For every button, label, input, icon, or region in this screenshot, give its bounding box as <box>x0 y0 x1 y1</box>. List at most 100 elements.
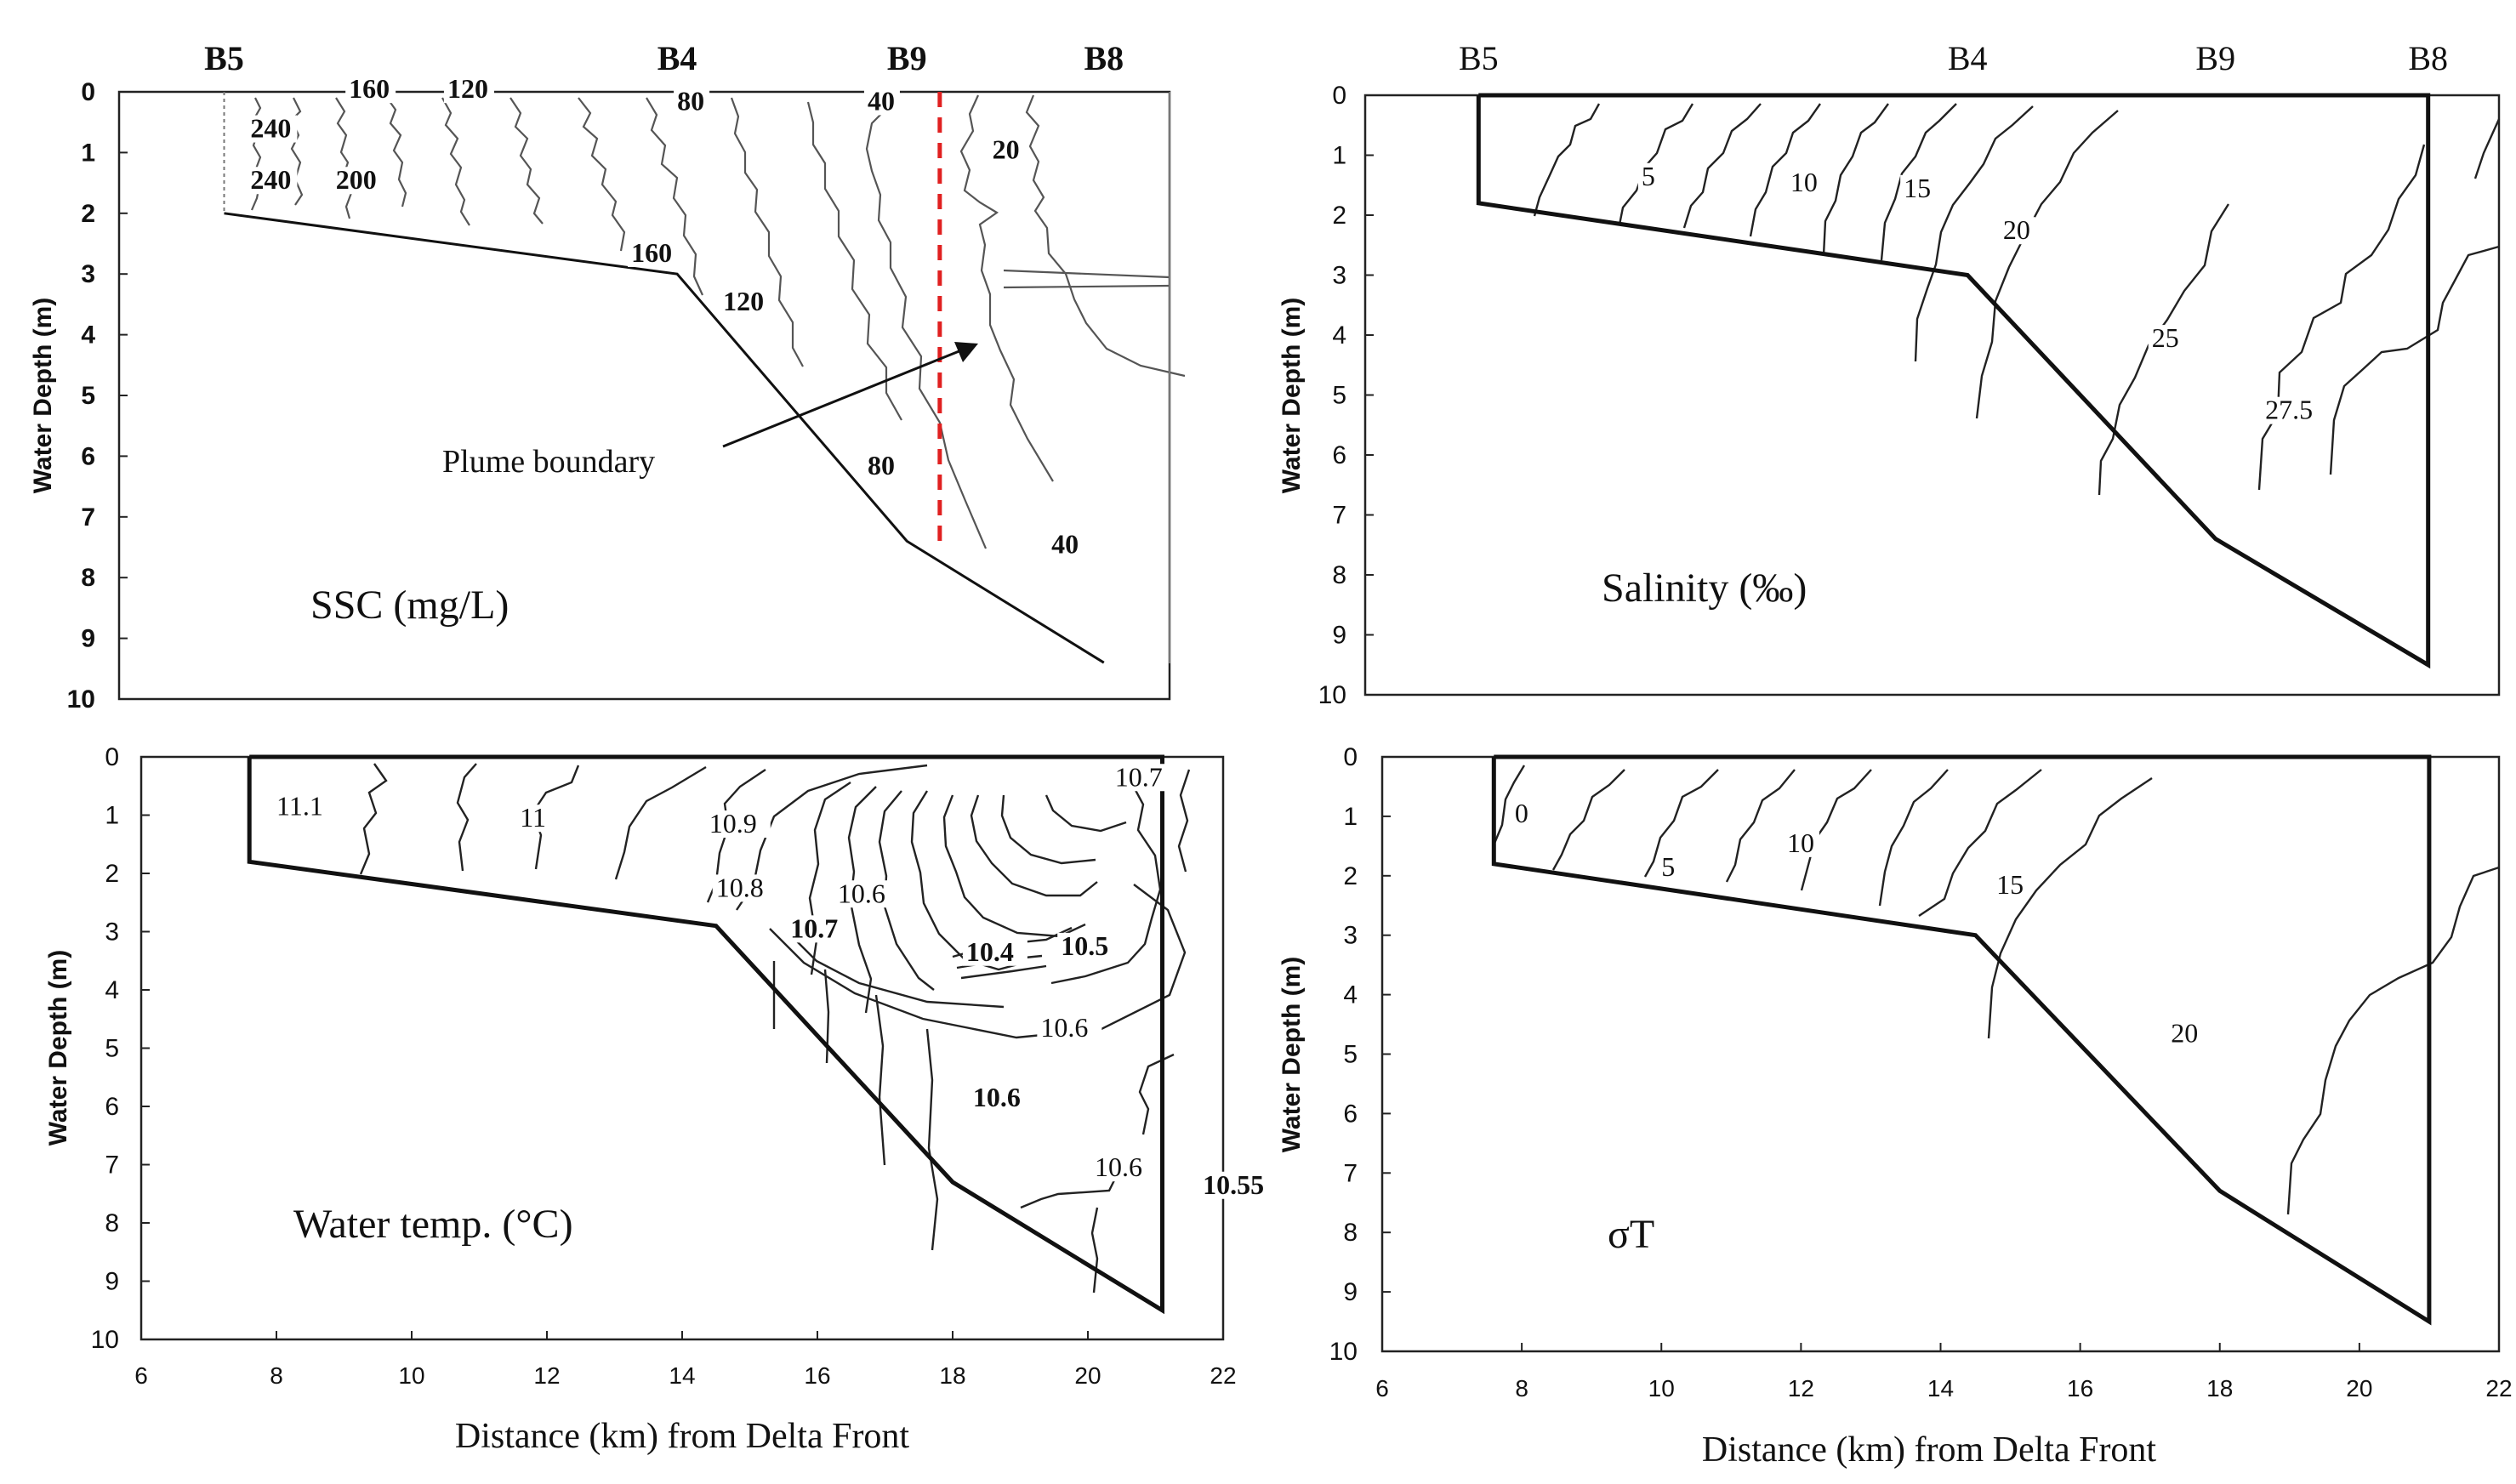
temp-plot-frame <box>139 755 1225 1341</box>
ssc-station-labels: B5 B4 B9 B8 <box>204 39 1124 77</box>
ssc-contour-line <box>730 97 804 367</box>
contour-label-bg <box>863 452 900 480</box>
contour-label-bg <box>332 167 383 195</box>
salinity-contour-line <box>1975 110 2119 419</box>
y-tick-label: 8 <box>105 1209 119 1237</box>
salinity-contour-line <box>2257 144 2426 491</box>
y-tick-label: 3 <box>1343 922 1358 950</box>
temp-contour-line <box>874 994 886 1166</box>
ssc-contour-line <box>959 94 1054 482</box>
x-tick-label: 10 <box>398 1362 424 1389</box>
contour-label: 0 <box>1515 798 1528 828</box>
y-tick-label: 6 <box>81 442 95 470</box>
temp-contour-line <box>1045 794 1127 833</box>
y-tick-label: 0 <box>1343 743 1358 771</box>
salinity-contours <box>1533 103 2501 496</box>
sigma-contour-line <box>1643 769 1719 878</box>
x-tick-label: 12 <box>533 1362 560 1389</box>
contour-label-bg <box>720 288 771 316</box>
sigma-contour-line <box>1987 777 2153 1039</box>
contour-label: 40 <box>868 85 895 116</box>
contour-label-bg <box>247 167 298 195</box>
station-label-b9: B9 <box>887 39 927 77</box>
y-tick-label: 7 <box>81 503 95 532</box>
contour-label: 10.6 <box>1095 1151 1142 1182</box>
ssc-contour-line <box>290 97 304 206</box>
contour-label: 200 <box>336 164 377 195</box>
contour-label: 11.1 <box>276 791 323 822</box>
contour-label-bg <box>273 793 338 821</box>
salinity-contour-line <box>1618 103 1694 225</box>
ssc-y-ticks: 0 1 2 3 4 5 6 7 8 9 10 <box>67 78 128 714</box>
contour-label: 20 <box>2171 1018 2198 1049</box>
salinity-contour-line <box>1533 103 1601 217</box>
contour-label-bg <box>2262 396 2327 424</box>
contour-label-bg <box>345 76 396 104</box>
contour-label: 80 <box>868 450 895 480</box>
temp-y-ticks: 0 1 2 3 4 5 6 7 8 9 10 <box>91 743 150 1354</box>
y-tick-label: 6 <box>1343 1100 1358 1128</box>
contour-label: 80 <box>677 85 704 116</box>
y-tick-label: 5 <box>105 1035 119 1063</box>
sigma-contour-line <box>1800 769 1872 891</box>
ssc-bottom-profile <box>224 212 1105 664</box>
contour-label-bg <box>1786 168 1823 196</box>
contour-label: 10.55 <box>1203 1169 1264 1200</box>
contour-label: 160 <box>349 73 390 104</box>
sigma-contour-line <box>1878 769 1949 907</box>
y-tick-label: 8 <box>1332 561 1346 589</box>
y-tick-label: 5 <box>1332 382 1346 410</box>
y-tick-label: 1 <box>1343 803 1358 831</box>
contour-label-bg <box>1511 799 1533 827</box>
contour-label: 40 <box>1051 529 1079 560</box>
temp-contour-line <box>1020 1173 1119 1209</box>
contour-label-bg <box>1057 932 1123 960</box>
contour-label-bg <box>787 915 852 943</box>
sigma-contour-line <box>1551 769 1625 871</box>
x-tick-label: 16 <box>2067 1375 2093 1402</box>
station-label-b4: B4 <box>1948 39 1988 77</box>
salinity-contour-line <box>1749 103 1821 237</box>
temp-contour-line <box>942 794 1086 938</box>
panel-ssc: 0 1 2 3 4 5 6 7 8 9 10 Water Depth (m) B5 B4 B9 B8 <box>29 39 1186 714</box>
contour-label: 25 <box>2152 322 2179 353</box>
temp-contour-line <box>910 790 1025 971</box>
contour-label: 5 <box>1642 161 1655 191</box>
contour-label-bg <box>516 805 553 833</box>
ssc-y-axis-label: Water Depth (m) <box>29 298 57 494</box>
temp-contour-line <box>790 935 1005 1009</box>
ssc-contour-line <box>1025 94 1186 378</box>
x-tick-label: 6 <box>134 1362 148 1389</box>
temp-x-axis-label: Distance (km) from Delta Front <box>455 1417 910 1456</box>
contour-label: 10.7 <box>790 913 838 943</box>
contour-label: 20 <box>993 134 1020 165</box>
salinity-contour-line <box>1914 105 2034 362</box>
contour-label: 10 <box>1787 827 1814 858</box>
contour-label-bg <box>712 874 777 902</box>
salinity-station-labels: B5 B4 B9 B8 <box>1459 39 2448 77</box>
contour-label: 20 <box>2003 214 2030 245</box>
y-tick-label: 4 <box>105 976 119 1004</box>
contour-label-bg <box>1999 217 2035 245</box>
x-tick-label: 18 <box>939 1362 965 1389</box>
contour-label-bg <box>1900 174 1937 202</box>
contour-label-bg <box>988 136 1025 164</box>
station-label-b5: B5 <box>204 39 244 77</box>
sigma-x-axis-label: Distance (km) from Delta Front <box>1702 1430 2157 1470</box>
contour-label-bg <box>628 239 679 267</box>
y-tick-label: 9 <box>1332 622 1346 650</box>
y-tick-label: 2 <box>1343 862 1358 890</box>
y-tick-label: 8 <box>1343 1219 1358 1247</box>
y-tick-label: 3 <box>81 260 95 288</box>
station-label-b9: B9 <box>2195 39 2235 77</box>
contour-label: 120 <box>723 286 764 316</box>
temp-contour-line <box>531 765 580 870</box>
contour-label: 10.6 <box>838 878 885 908</box>
y-tick-label: 2 <box>105 860 119 888</box>
x-tick-label: 8 <box>270 1362 283 1389</box>
y-tick-label: 9 <box>1343 1278 1358 1306</box>
contour-label-bg <box>1637 162 1659 190</box>
salinity-contour-line <box>1682 103 1762 229</box>
